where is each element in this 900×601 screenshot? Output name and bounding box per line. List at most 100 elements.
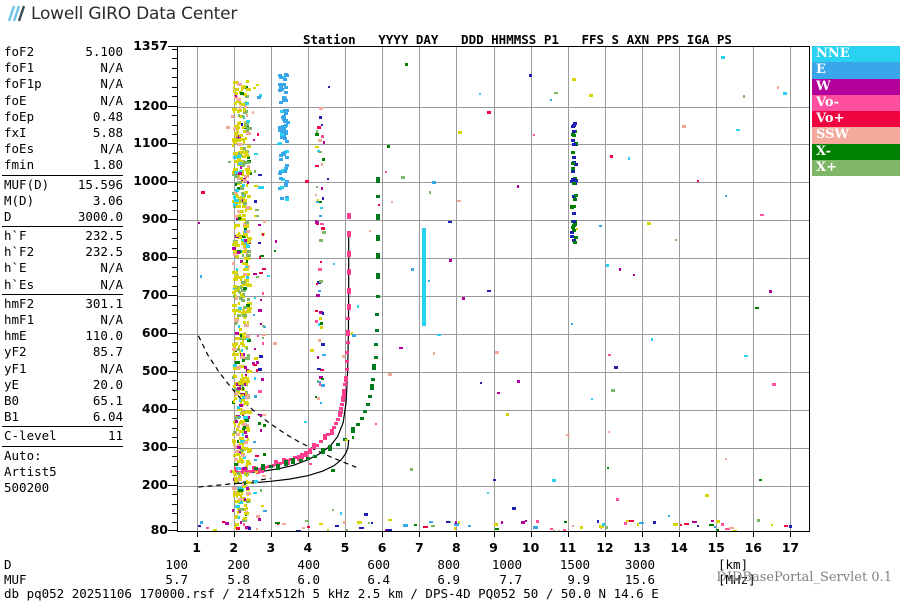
noise-point — [206, 527, 209, 529]
noise-point — [232, 247, 236, 250]
param-row: yF2 85.7 — [0, 344, 125, 360]
echo-point — [376, 238, 380, 241]
legend-item-w[interactable]: W — [812, 79, 900, 95]
noise-point — [260, 323, 262, 325]
param-name: fmin — [4, 157, 34, 173]
noise-point — [342, 355, 345, 358]
noise-point — [626, 520, 629, 522]
noise-point — [572, 178, 576, 181]
noise-point — [262, 268, 266, 270]
echo-point — [347, 291, 351, 294]
noise-point — [241, 299, 245, 302]
param-separator — [2, 446, 123, 447]
param-name: M(D) — [4, 193, 34, 209]
echo-point — [299, 459, 303, 462]
noise-point — [458, 131, 462, 134]
noise-point — [247, 250, 251, 253]
interference-column — [422, 228, 426, 327]
noise-point — [410, 468, 413, 471]
noise-point — [429, 191, 431, 194]
param-row: fmin 1.80 — [0, 157, 125, 173]
noise-point — [247, 273, 250, 276]
param-name: h`Es — [4, 277, 34, 293]
noise-point — [721, 56, 725, 59]
x-tick-label: 14 — [670, 540, 687, 555]
echo-point — [336, 418, 340, 421]
noise-point — [246, 410, 250, 413]
noise-point — [680, 524, 682, 526]
noise-point — [258, 242, 261, 244]
noise-point — [243, 411, 246, 414]
noise-point — [234, 319, 239, 322]
noise-point — [246, 427, 250, 430]
noise-point — [320, 322, 323, 325]
noise-point — [343, 521, 346, 524]
noise-point — [321, 384, 325, 387]
noise-point — [234, 292, 236, 295]
legend-item-vo[interactable]: Vo- — [812, 95, 900, 111]
noise-point — [234, 516, 237, 519]
legend-item-x[interactable]: X- — [812, 144, 900, 160]
echo-point — [368, 395, 372, 398]
noise-point — [323, 141, 325, 144]
noise-point — [254, 377, 256, 380]
noise-point — [246, 254, 251, 257]
legend-item-ssw[interactable]: SSW — [812, 127, 900, 143]
noise-point — [241, 103, 245, 106]
noise-point — [606, 264, 609, 267]
noise-point — [239, 134, 243, 137]
noise-point — [725, 195, 727, 197]
noise-point — [321, 163, 323, 166]
noise-point — [245, 168, 250, 171]
noise-point — [321, 135, 324, 138]
noise-point — [236, 131, 239, 134]
noise-point — [328, 86, 330, 88]
param-name: MUF(D) — [4, 177, 49, 193]
noise-point — [233, 86, 235, 89]
noise-point — [315, 221, 319, 224]
noise-point — [244, 123, 249, 126]
noise-point — [317, 199, 319, 201]
noise-point — [602, 523, 605, 526]
echo-point — [376, 253, 380, 256]
ionogram-plot[interactable] — [177, 46, 810, 532]
noise-point — [237, 314, 241, 317]
noise-point — [512, 507, 516, 510]
x-tick-label: 16 — [745, 540, 762, 555]
x-tick-label: 13 — [633, 540, 650, 555]
noise-point — [240, 449, 244, 452]
noise-point — [247, 298, 250, 301]
param-value: 3.06 — [93, 193, 123, 209]
echo-point — [376, 273, 380, 276]
y-tick-label: 700 — [142, 290, 168, 300]
noise-point — [282, 523, 286, 525]
noise-point — [573, 241, 577, 244]
noise-point — [238, 302, 240, 305]
scale-value: 3000 — [595, 558, 655, 573]
noise-point — [315, 310, 318, 312]
param-name: foF1p — [4, 76, 42, 92]
noise-point — [494, 523, 498, 526]
noise-point — [244, 383, 246, 386]
noise-point — [340, 512, 342, 515]
noise-point — [235, 171, 238, 174]
noise-point — [759, 479, 762, 481]
legend-item-x[interactable]: X+ — [812, 160, 900, 176]
noise-point — [480, 382, 482, 384]
noise-point — [198, 525, 201, 527]
param-row: fxI 5.88 — [0, 125, 125, 141]
noise-point — [317, 368, 321, 370]
legend-item-nne[interactable]: NNE — [812, 46, 900, 62]
noise-point — [357, 521, 362, 524]
echo-point — [345, 351, 349, 354]
noise-point — [267, 275, 270, 277]
noise-point — [246, 304, 250, 307]
noise-point — [232, 309, 236, 312]
legend-item-e[interactable]: E — [812, 62, 900, 78]
y-axis-ticks — [168, 40, 177, 536]
noise-point — [755, 307, 759, 309]
legend-item-vo[interactable]: Vo+ — [812, 111, 900, 127]
noise-point — [277, 143, 280, 145]
noise-point — [246, 260, 248, 263]
noise-point — [240, 92, 244, 95]
